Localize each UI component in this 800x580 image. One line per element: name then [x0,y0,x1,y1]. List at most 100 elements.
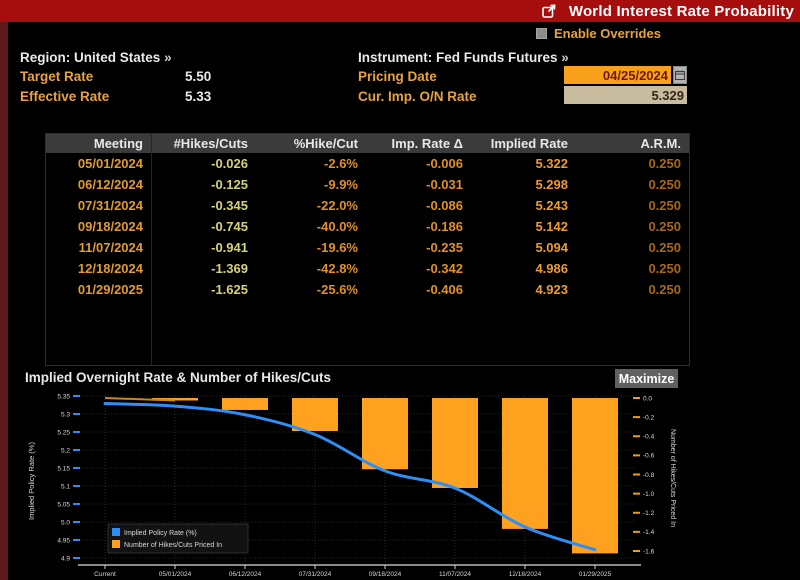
table-cell: 0.250 [648,240,681,255]
table-cell: 07/31/2024 [77,198,143,213]
table-row[interactable]: 12/18/2024 -1.369 -42.8% -0.342 4.986 0.250 [46,258,689,279]
target-rate-value: 5.50 [185,69,212,84]
table-column-separator [151,134,152,365]
table-cell: 12/18/2024 [77,261,143,276]
table-cell: -0.186 [426,219,463,234]
hikes-cuts-bar [292,398,338,431]
right-axis-tick-label: -1.2 [643,510,655,517]
table-cell: 4.986 [535,261,568,276]
left-axis-title: Implied Policy Rate (%) [27,442,36,520]
cur-imp-rate-label: Cur. Imp. O/N Rate [358,89,477,104]
table-cell: -0.406 [426,282,463,297]
table-cell: 4.923 [535,282,568,297]
right-axis-tick-label: -0.4 [643,434,655,441]
table-header-row: Meeting #Hikes/Cuts %Hike/Cut Imp. Rate Δ Im… [46,134,689,153]
x-axis-tick-label: 01/29/2025 [579,571,612,578]
table-row[interactable]: 06/12/2024 -0.125 -9.9% -0.031 5.298 0.250 [46,174,689,195]
x-axis-tick-label: 07/31/2024 [299,571,332,578]
right-axis-tick-label: -0.6 [643,453,655,460]
chart-section-header: Implied Overnight Rate & Number of Hikes… [0,368,800,389]
table-cell: 0.250 [648,282,681,297]
legend-bar-swatch [112,540,120,548]
table-header-cell[interactable]: %Hike/Cut [293,136,358,151]
effective-rate-label: Effective Rate [20,89,110,104]
table-cell: 0.250 [648,198,681,213]
implied-rate-line [103,402,597,552]
right-axis-tick-label: -0.8 [643,472,655,479]
left-axis-tick-label: 5.1 [61,483,70,490]
maximize-button[interactable]: Maximize [615,369,678,388]
table-row[interactable]: 01/29/2025 -1.625 -25.6% -0.406 4.923 0.250 [46,279,689,300]
chart-title: Implied Overnight Rate & Number of Hikes… [25,370,332,385]
export-icon[interactable] [541,3,557,19]
table-cell: -2.6% [324,156,358,171]
table-row[interactable]: 05/01/2024 -0.026 -2.6% -0.006 5.322 0.250 [46,153,689,174]
table-cell: -0.745 [211,219,248,234]
table-row[interactable]: 07/31/2024 -0.345 -22.0% -0.086 5.243 0.250 [46,195,689,216]
hikes-cuts-bar [502,398,548,529]
x-axis-tick-label: Current [94,571,116,578]
left-axis-tick-label: 5.05 [57,501,70,508]
table-cell: 05/01/2024 [77,156,143,171]
pricing-date-label: Pricing Date [358,69,437,84]
table-header-cell[interactable]: Implied Rate [490,136,568,151]
instrument-selector[interactable]: Instrument: Fed Funds Futures » [358,50,569,65]
table-cell: 0.250 [648,261,681,276]
table-cell: 09/18/2024 [77,219,143,234]
right-axis-tick-label: -0.2 [643,414,655,421]
table-cell: -0.006 [426,156,463,171]
left-axis-tick-label: 5.35 [57,393,70,400]
table-row[interactable]: 11/07/2024 -0.941 -19.6% -0.235 5.094 0.250 [46,237,689,258]
x-axis-tick-label: 06/12/2024 [229,571,262,578]
right-axis-tick-label: -1.0 [643,491,655,498]
table-cell: -0.125 [211,177,248,192]
calendar-button[interactable] [673,66,687,84]
table-header-cell[interactable]: Meeting [93,136,143,151]
left-axis-tick-label: 5.2 [61,447,70,454]
hikes-cuts-bar [362,398,408,470]
table-cell: 0.250 [648,177,681,192]
instrument-value: Fed Funds Futures [436,50,558,65]
table-body: 05/01/2024 -0.026 -2.6% -0.006 5.322 0.250 06/… [46,153,689,300]
x-axis-tick-label: 05/01/2024 [159,571,192,578]
table-cell: -1.625 [211,282,248,297]
x-axis-tick-label: 11/07/2024 [439,571,471,578]
table-cell: -1.369 [211,261,248,276]
x-axis-tick-label: 12/18/2024 [509,571,542,578]
right-axis-tick-label: -1.4 [643,529,655,536]
instrument-menu-arrow: » [561,50,569,65]
table-header-cell[interactable]: #Hikes/Cuts [173,136,248,151]
region-value: United States [74,50,161,65]
implied-rate-chart[interactable]: 5.35 5.3 5.25 5.2 5.15 5.1 5.05 5.0 4.95 4.9 Impli… [0,390,800,580]
enable-overrides-label: Enable Overrides [554,26,661,41]
legend-bar-label: Number of Hikes/Cuts Priced In [124,542,222,549]
pricing-date-input[interactable] [564,66,671,84]
table-cell: 11/07/2024 [78,240,143,255]
table-header-cell[interactable]: Imp. Rate Δ [391,136,463,151]
enable-overrides-checkbox[interactable] [536,28,547,39]
right-axis-tick-label: 0.0 [643,395,652,402]
table-header-cell[interactable]: A.R.M. [640,136,681,151]
table-cell: -0.345 [211,198,248,213]
window-left-border [0,0,8,580]
region-selector[interactable]: Region: United States » [20,50,172,65]
table-row[interactable]: 09/18/2024 -0.745 -40.0% -0.186 5.142 0.250 [46,216,689,237]
table-cell: -0.342 [426,261,463,276]
hikes-cuts-bar [572,398,618,554]
table-cell: -0.086 [426,198,463,213]
page-title: World Interest Rate Probability [568,2,794,20]
legend-line-label: Implied Policy Rate (%) [124,530,197,537]
table-cell: 0.250 [648,219,681,234]
x-axis-tick-label: 09/18/2024 [369,571,402,578]
table-cell: -19.6% [316,240,358,255]
table-cell: 01/29/2025 [77,282,143,297]
hikes-cuts-bar [432,398,478,488]
right-axis-tick-label: -1.6 [643,548,655,555]
cur-imp-rate-input[interactable] [564,86,687,104]
hikes-cuts-bar [222,398,268,410]
table-cell: -22.0% [316,198,358,213]
title-bar: World Interest Rate Probability [0,0,800,22]
left-axis-tick-label: 5.25 [57,429,70,436]
target-rate-label: Target Rate [20,69,94,84]
